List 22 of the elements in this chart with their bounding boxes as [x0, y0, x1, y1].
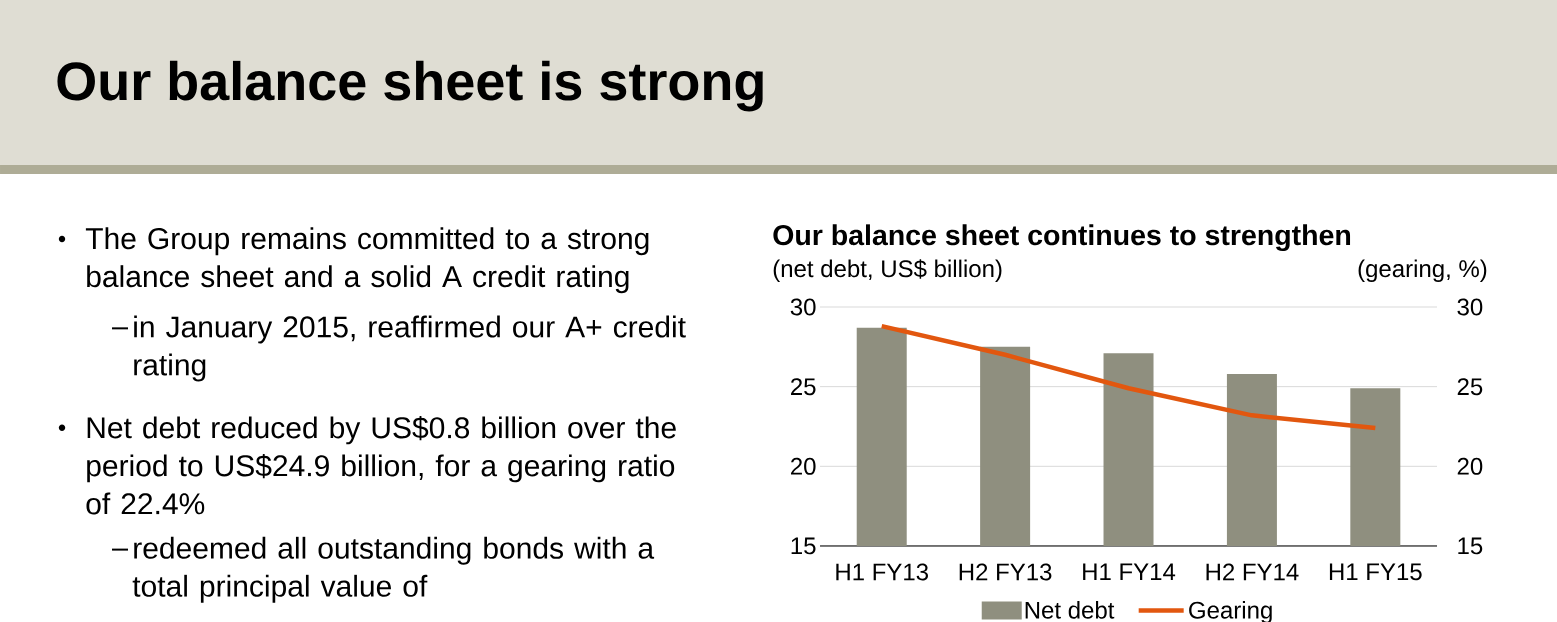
- line-series: [879, 323, 1378, 431]
- y-tick-label: 30: [790, 298, 816, 316]
- x-tick-label: H2 FY14: [1206, 563, 1299, 581]
- chart-title: Our balance sheet is strong: [57, 60, 763, 112]
- y2-tick-label: 20: [1457, 457, 1483, 475]
- x-tick-label: H1 FY14: [1083, 563, 1176, 581]
- y-tick-label: 20: [791, 457, 816, 475]
- y2-tick-label: 15: [1458, 537, 1483, 555]
- y-axis-title: (net debt, US$ billion): [773, 259, 1002, 282]
- x-tick-label: H1 FY13: [836, 563, 928, 581]
- chart-subtitle: Our balance sheet continues to strengthen: [773, 224, 1351, 252]
- y-tick-label: 15: [791, 537, 816, 555]
- text: redeemed all outstanding bonds with a total principal value of: [132, 536, 655, 603]
- y-tick-label: 25: [791, 378, 816, 396]
- y2-tick-label: 30: [1457, 298, 1483, 316]
- legend-label: Net debt: [1025, 601, 1115, 619]
- text: in January 2015, reaffirmed our A+ credit rating: [134, 315, 686, 382]
- y2-axis-title: (gearing, %): [1358, 259, 1487, 282]
- x-tick-label: H1 FY15: [1329, 563, 1422, 581]
- x-tick-label: H2 FY13: [959, 563, 1052, 581]
- text: The Group remains committed to a strong balance sheet and a solid A credit rating: [85, 227, 649, 294]
- y2-tick-label: 25: [1457, 378, 1483, 396]
